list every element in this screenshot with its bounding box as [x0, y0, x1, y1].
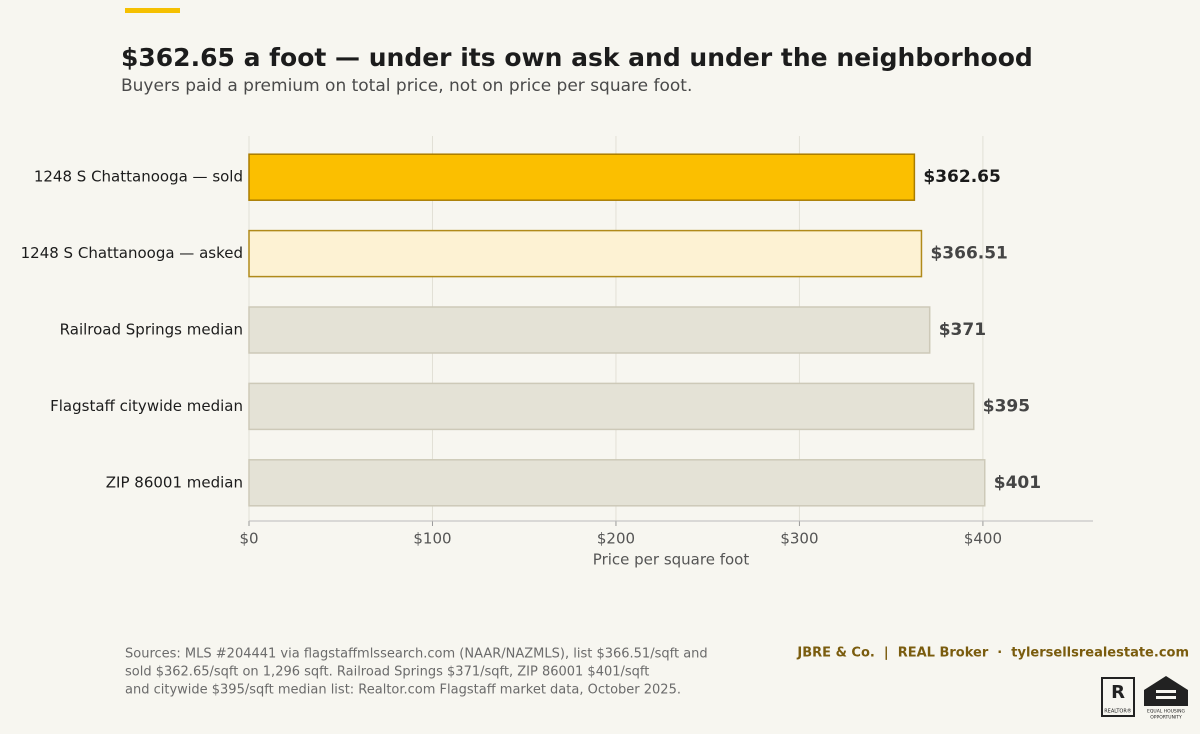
- y-tick-label: Flagstaff citywide median: [50, 397, 243, 415]
- value-label: $401: [994, 473, 1041, 493]
- logo-r: R: [1111, 682, 1125, 703]
- value-label: $362.65: [923, 167, 1000, 187]
- brand: JBRE & Co. | REAL Broker · tylersellsrea…: [796, 646, 1189, 661]
- y-tick-label: 1248 S Chattanooga — asked: [21, 244, 243, 262]
- x-axis-label: Price per square foot: [593, 551, 750, 569]
- x-tick-label: $200: [597, 530, 635, 548]
- y-tick-label: ZIP 86001 median: [106, 473, 243, 491]
- chart-title: $362.65 a foot — under its own ask and u…: [121, 43, 1033, 72]
- realtor-logo: R REALTOR®: [1101, 677, 1135, 717]
- logo-eq: [1156, 690, 1176, 693]
- bar: [248, 382, 975, 431]
- x-tick-label: $300: [780, 530, 818, 548]
- logo-text: EQUAL HOUSING: [1147, 709, 1185, 715]
- equal-housing-logo: EQUAL HOUSING OPPORTUNITY: [1144, 676, 1188, 721]
- y-tick-label: 1248 S Chattanooga — sold: [34, 168, 243, 186]
- x-tick-label: $100: [413, 530, 451, 548]
- source-line: Sources: MLS #204441 via flagstaffmlssea…: [125, 647, 708, 662]
- logo-text: OPPORTUNITY: [1150, 715, 1182, 721]
- y-tick-label: Railroad Springs median: [60, 321, 243, 339]
- source-line: and citywide $395/sqft median list: Real…: [125, 683, 681, 698]
- bar: [248, 153, 916, 201]
- value-label: $366.51: [930, 244, 1007, 264]
- x-tick-label: $0: [239, 530, 258, 548]
- source-line: sold $362.65/sqft on 1,296 sqft. Railroa…: [125, 665, 649, 680]
- logo-eq: [1156, 696, 1176, 699]
- logo-text: REALTOR®: [1104, 708, 1132, 715]
- accent-bar: [125, 8, 180, 13]
- logo-frame: [1101, 677, 1135, 717]
- chart-subtitle: Buyers paid a premium on total price, no…: [121, 76, 692, 96]
- value-label: $371: [939, 320, 986, 340]
- value-label: $395: [983, 396, 1030, 416]
- bar: [248, 306, 931, 354]
- x-tick-label: $400: [964, 530, 1002, 548]
- bar: [248, 459, 986, 507]
- bar: [248, 229, 923, 278]
